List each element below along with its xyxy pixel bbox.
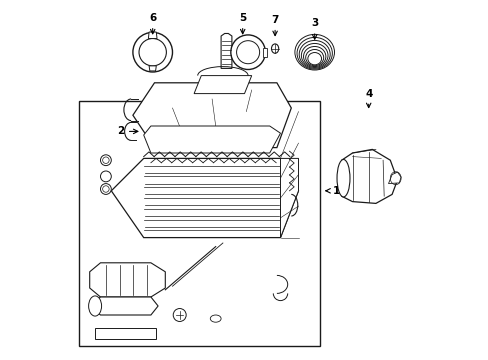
Bar <box>79 101 320 346</box>
Ellipse shape <box>294 34 334 70</box>
Text: 6: 6 <box>149 13 156 34</box>
Ellipse shape <box>303 46 325 67</box>
Ellipse shape <box>210 315 221 322</box>
Ellipse shape <box>236 41 259 64</box>
Text: 2: 2 <box>117 126 138 136</box>
Polygon shape <box>280 158 298 238</box>
Ellipse shape <box>102 157 109 163</box>
Ellipse shape <box>173 309 186 321</box>
Ellipse shape <box>230 35 265 69</box>
Ellipse shape <box>102 186 109 192</box>
Ellipse shape <box>305 49 323 66</box>
Text: 7: 7 <box>271 15 278 36</box>
Text: 3: 3 <box>310 18 318 39</box>
Polygon shape <box>221 33 231 68</box>
Polygon shape <box>143 126 280 153</box>
Polygon shape <box>89 263 165 297</box>
Bar <box>95 328 156 339</box>
Ellipse shape <box>301 44 327 67</box>
Ellipse shape <box>336 159 349 197</box>
Ellipse shape <box>139 39 166 66</box>
Polygon shape <box>262 48 266 57</box>
Text: 5: 5 <box>239 13 246 34</box>
Ellipse shape <box>296 37 332 69</box>
Ellipse shape <box>271 44 278 53</box>
Ellipse shape <box>101 155 111 166</box>
Ellipse shape <box>88 296 102 316</box>
Ellipse shape <box>101 171 111 182</box>
Polygon shape <box>133 83 291 148</box>
Ellipse shape <box>133 32 172 72</box>
Polygon shape <box>194 76 251 94</box>
Ellipse shape <box>101 184 111 194</box>
Polygon shape <box>149 66 156 71</box>
Ellipse shape <box>299 40 329 68</box>
Polygon shape <box>89 297 158 315</box>
Polygon shape <box>111 158 298 238</box>
Ellipse shape <box>307 53 321 65</box>
Text: 4: 4 <box>364 89 372 108</box>
Text: 1: 1 <box>325 186 339 196</box>
Polygon shape <box>148 32 157 39</box>
Polygon shape <box>387 172 400 184</box>
Polygon shape <box>341 149 397 203</box>
